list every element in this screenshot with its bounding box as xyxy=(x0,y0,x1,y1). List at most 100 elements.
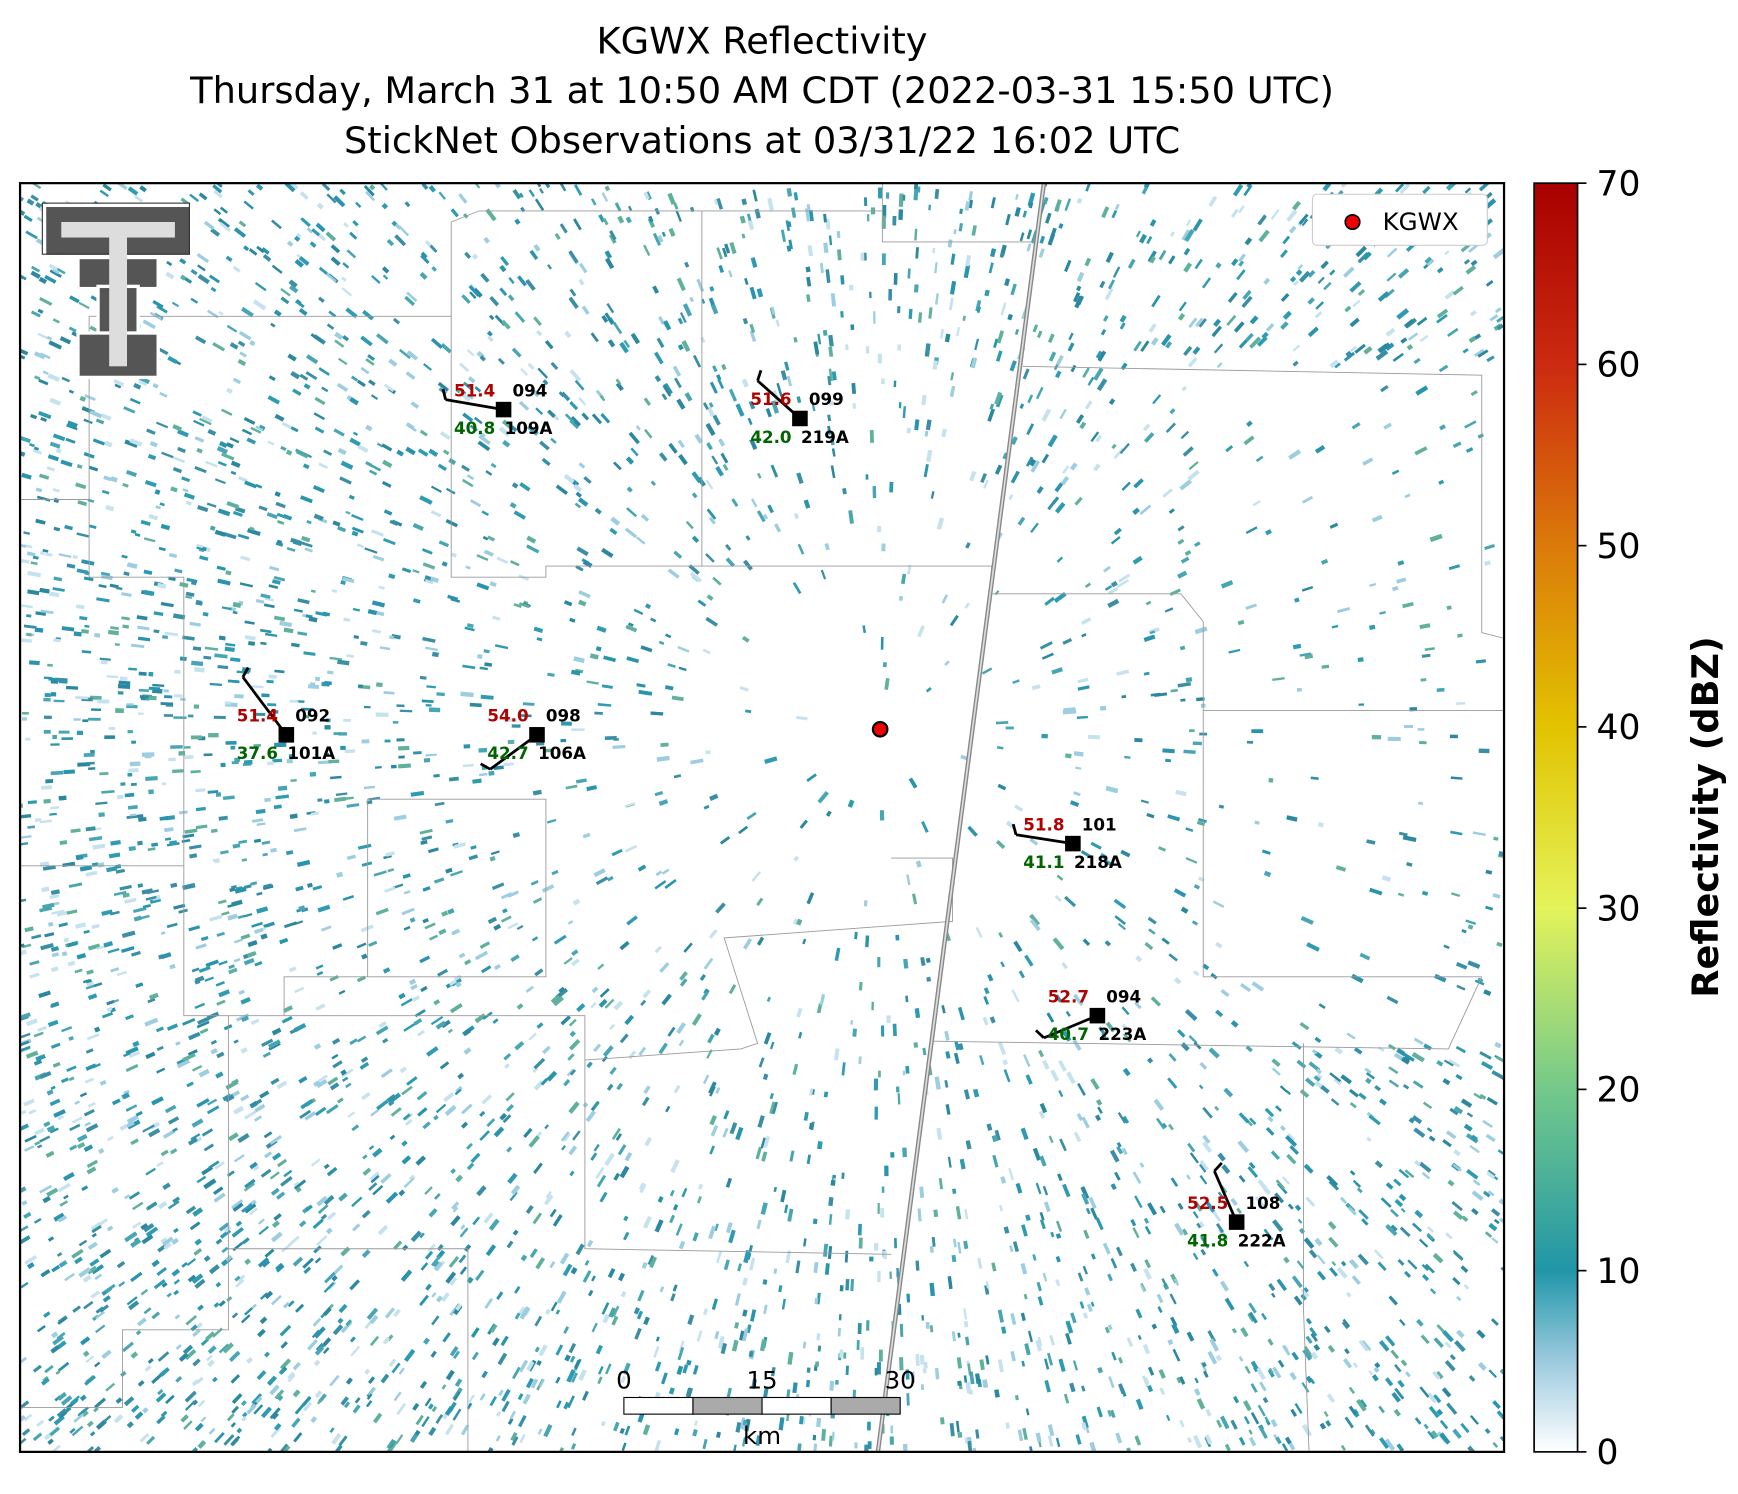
echo xyxy=(420,251,428,259)
echo xyxy=(483,549,495,557)
echo xyxy=(57,1317,67,1325)
echo xyxy=(1072,1360,1078,1371)
echo xyxy=(997,783,1007,791)
echo xyxy=(845,1278,850,1291)
echo xyxy=(764,756,778,764)
echo xyxy=(643,244,651,257)
echo xyxy=(1283,1256,1290,1264)
echo xyxy=(368,940,378,947)
echo xyxy=(106,1135,114,1142)
echo xyxy=(718,438,726,447)
echo xyxy=(1218,804,1225,809)
wind-barb-flag xyxy=(1034,1029,1045,1039)
echo xyxy=(226,1170,235,1178)
echo xyxy=(20,1123,30,1133)
echo xyxy=(468,854,479,861)
echo xyxy=(501,1400,510,1413)
echo xyxy=(164,837,172,841)
echo xyxy=(248,248,258,256)
echo xyxy=(342,576,355,584)
echo xyxy=(925,957,931,964)
echo xyxy=(913,1042,919,1048)
echo xyxy=(324,725,331,730)
echo xyxy=(225,642,236,647)
echo xyxy=(428,934,438,941)
echo xyxy=(1042,1059,1050,1070)
echo xyxy=(1121,481,1131,491)
echo xyxy=(171,1268,181,1277)
echo xyxy=(155,1026,165,1033)
echo xyxy=(124,439,138,448)
echo xyxy=(50,1085,56,1090)
echo xyxy=(49,1127,59,1134)
echo xyxy=(424,922,436,930)
echo xyxy=(1493,1218,1500,1225)
echo xyxy=(107,629,119,636)
echo xyxy=(385,851,395,857)
echo xyxy=(163,827,174,833)
echo xyxy=(1150,337,1159,346)
echo xyxy=(746,213,752,223)
echo xyxy=(314,1106,327,1116)
echo xyxy=(1165,341,1173,349)
echo xyxy=(1279,1125,1286,1132)
echo xyxy=(1171,1323,1180,1334)
echo xyxy=(609,230,617,241)
echo xyxy=(474,950,489,961)
echo xyxy=(1076,1113,1084,1122)
echo xyxy=(35,1053,46,1062)
echo xyxy=(244,620,255,625)
echo xyxy=(890,1152,895,1158)
echo xyxy=(420,254,430,265)
echo xyxy=(86,969,94,975)
echo xyxy=(510,1431,518,1442)
echo xyxy=(1105,1021,1116,1033)
echo xyxy=(98,584,107,589)
echo xyxy=(45,552,53,557)
echo xyxy=(479,773,488,777)
echo xyxy=(267,395,280,405)
echo xyxy=(412,1402,420,1411)
echo xyxy=(828,346,834,357)
echo xyxy=(87,717,101,721)
echo xyxy=(742,1419,747,1426)
echo xyxy=(501,1388,511,1402)
echo xyxy=(30,194,39,202)
echo xyxy=(267,1039,281,1049)
echo xyxy=(63,769,75,775)
echo xyxy=(455,981,462,988)
echo xyxy=(323,1282,335,1293)
echo xyxy=(222,1342,234,1354)
echo xyxy=(449,1346,459,1357)
echo xyxy=(1325,1420,1332,1427)
echo xyxy=(20,814,32,819)
echo xyxy=(66,909,78,915)
echo xyxy=(578,397,587,406)
echo xyxy=(1194,626,1208,635)
echo xyxy=(43,1311,51,1318)
echo xyxy=(596,625,607,633)
echo xyxy=(549,1260,556,1269)
echo xyxy=(220,206,228,214)
echo xyxy=(934,188,940,199)
echo xyxy=(487,335,494,343)
echo xyxy=(920,956,926,966)
echo xyxy=(89,1431,96,1437)
echo xyxy=(822,329,828,336)
echo xyxy=(798,1031,803,1039)
echo xyxy=(941,428,947,438)
echo xyxy=(619,1427,625,1435)
echo xyxy=(478,747,488,753)
echo xyxy=(766,996,772,1002)
echo xyxy=(102,1414,112,1424)
echo xyxy=(1397,268,1410,279)
echo xyxy=(589,653,599,660)
echo xyxy=(1251,729,1264,734)
echo xyxy=(83,929,90,934)
echo xyxy=(1132,1227,1140,1239)
echo xyxy=(102,1295,111,1303)
echo xyxy=(1329,1072,1342,1083)
echo xyxy=(419,271,428,280)
echo xyxy=(1194,258,1203,270)
echo xyxy=(246,528,261,537)
